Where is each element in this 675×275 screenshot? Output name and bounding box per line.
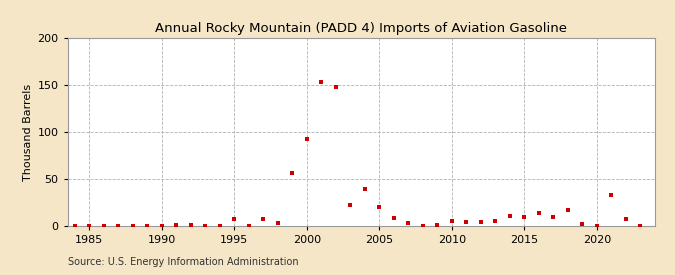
Point [577,221,588,226]
Point [403,221,414,225]
Point [84,223,95,228]
Text: Source: U.S. Energy Information Administration: Source: U.S. Energy Information Administ… [68,257,298,267]
Point [591,223,602,228]
Point [461,219,472,224]
Point [287,171,298,175]
Point [359,187,370,191]
Point [70,223,80,228]
Title: Annual Rocky Mountain (PADD 4) Imports of Aviation Gasoline: Annual Rocky Mountain (PADD 4) Imports o… [155,21,567,35]
Point [562,207,573,212]
Point [200,223,211,228]
Point [157,223,167,228]
Point [417,223,428,228]
Point [548,215,559,219]
Point [229,217,240,221]
Point [446,219,457,223]
Point [432,222,443,227]
Point [113,223,124,228]
Point [606,192,617,197]
Point [186,222,196,227]
Point [519,215,530,219]
Point [490,219,501,223]
Point [504,214,515,218]
Point [258,217,269,221]
Point [345,203,356,207]
Point [99,223,109,228]
Point [533,211,544,216]
Point [55,223,65,228]
Point [388,216,399,220]
Point [244,223,254,228]
Y-axis label: Thousand Barrels: Thousand Barrels [23,83,33,181]
Point [475,219,486,224]
Point [128,223,138,228]
Point [142,223,153,228]
Point [330,85,341,89]
Point [272,221,283,225]
Point [620,217,631,221]
Point [215,223,225,228]
Point [316,79,327,84]
Point [301,136,312,141]
Point [374,205,385,209]
Point [635,223,646,228]
Point [171,222,182,227]
